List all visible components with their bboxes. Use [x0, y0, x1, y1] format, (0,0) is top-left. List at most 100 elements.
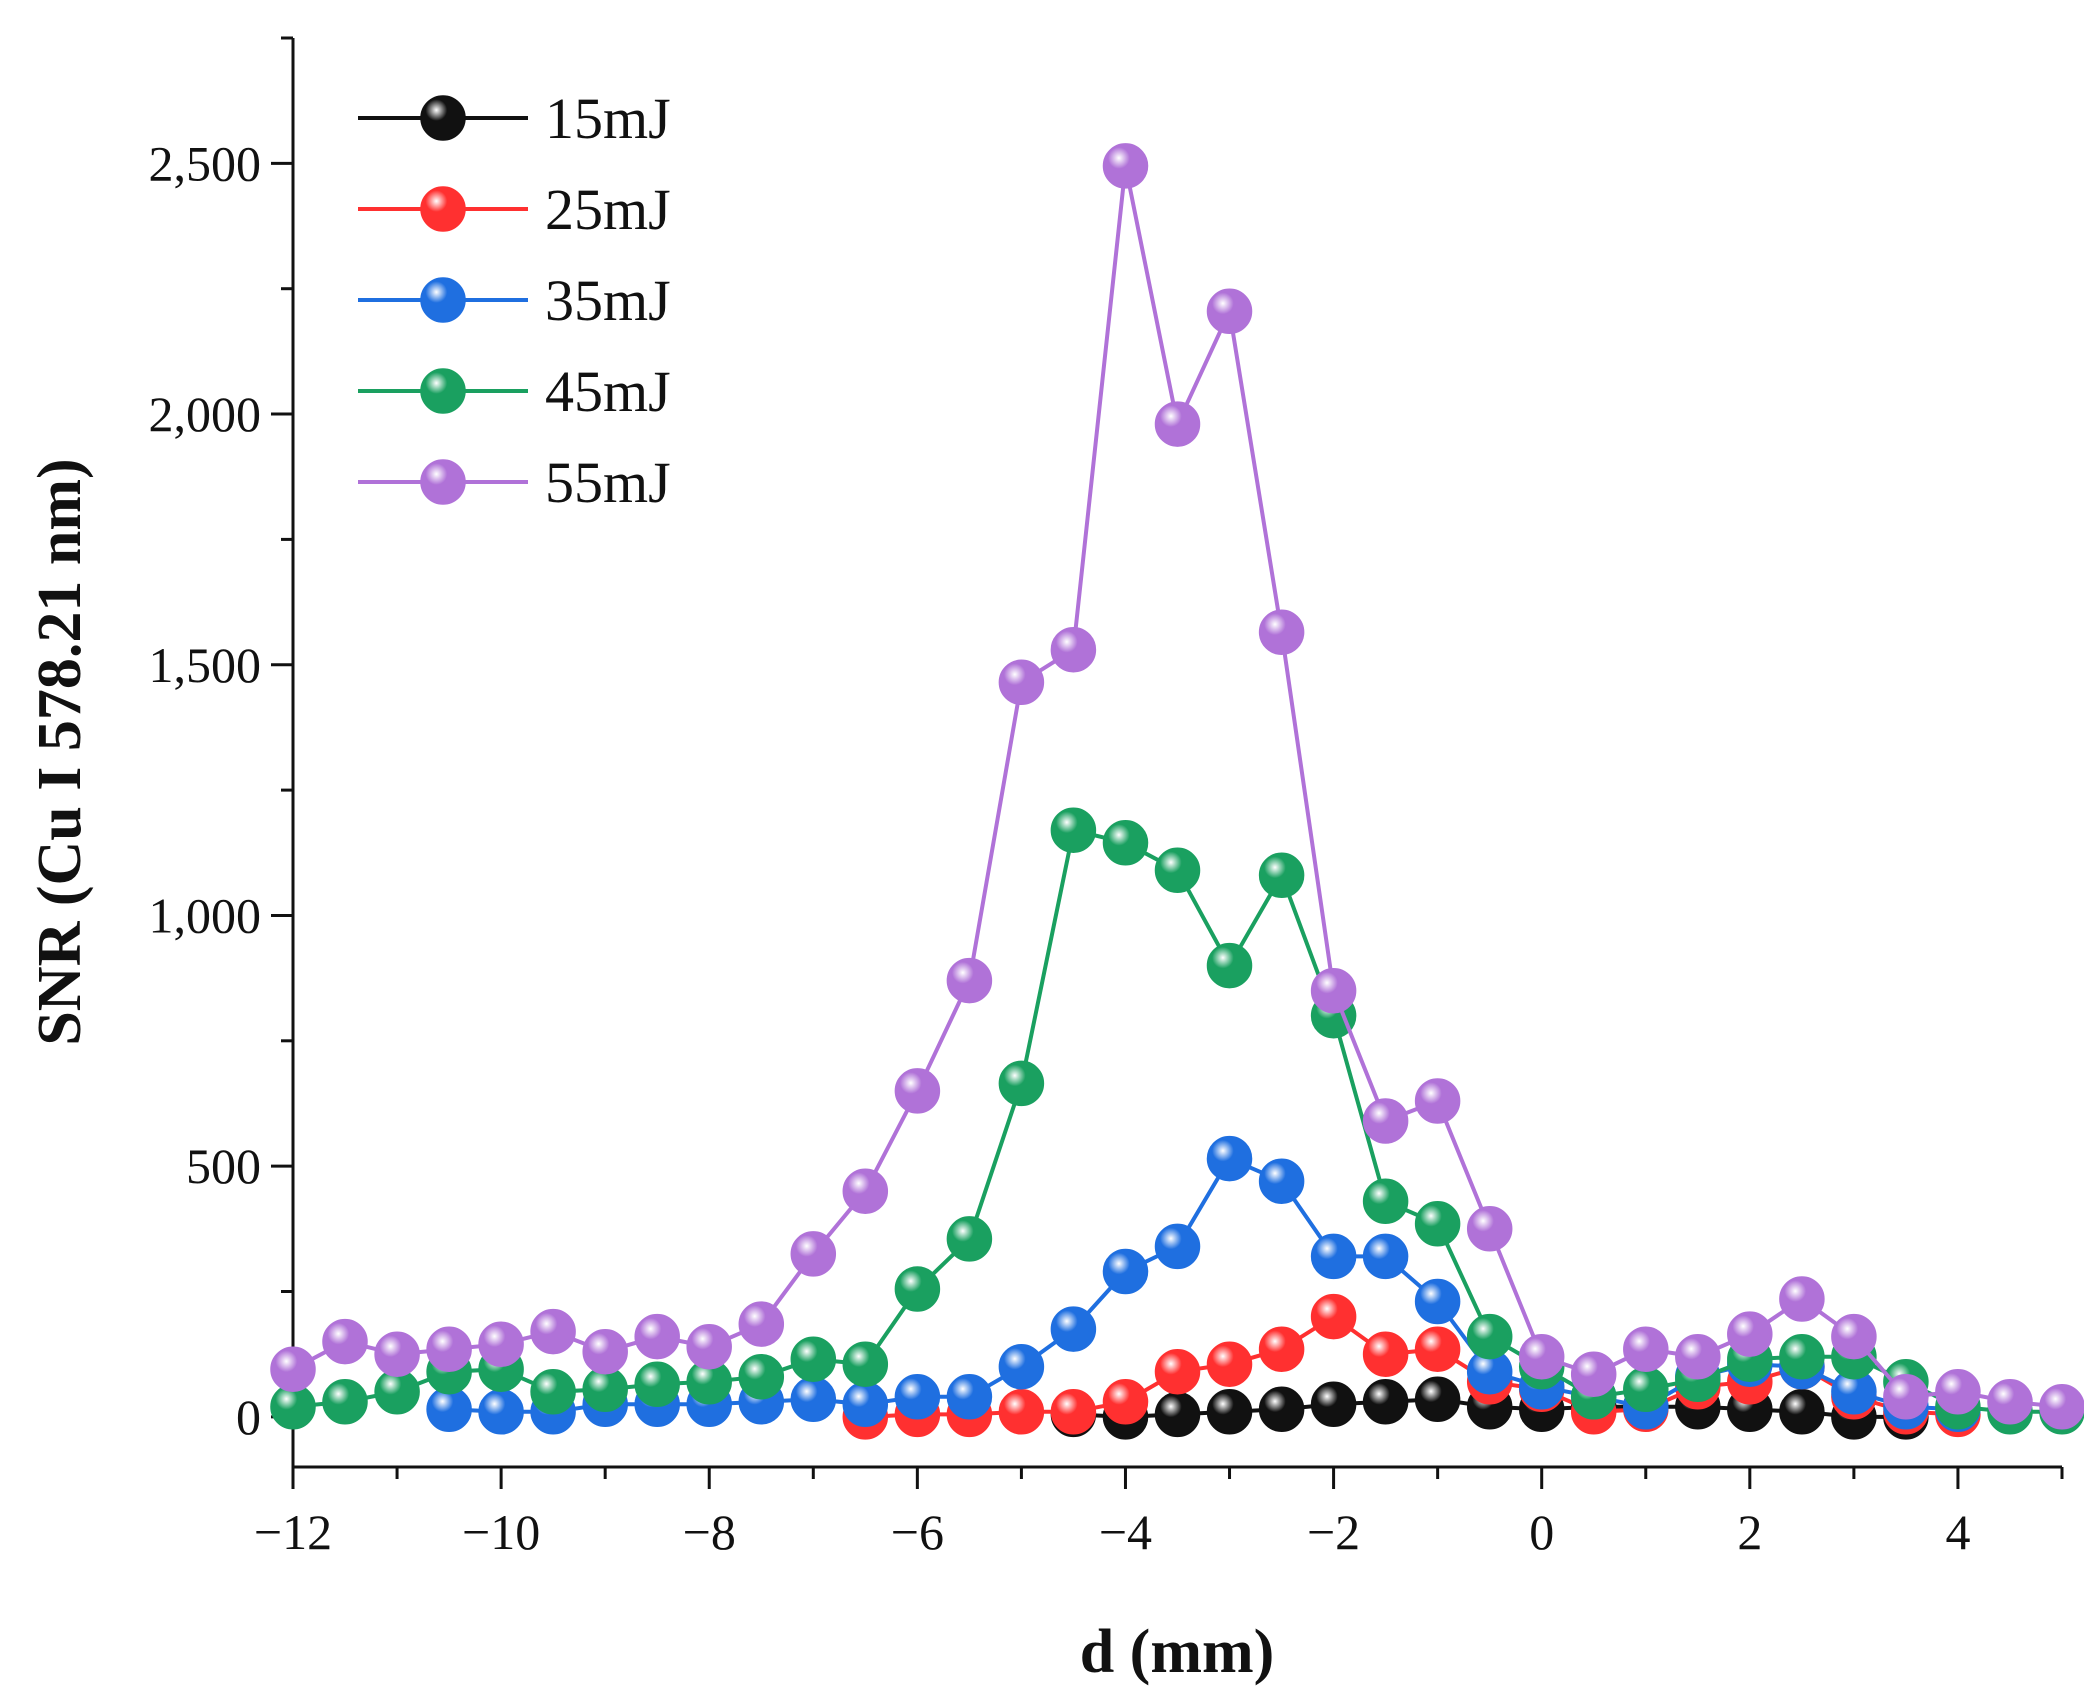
data-point [1050, 1389, 1097, 1435]
data-point [1310, 1233, 1357, 1280]
data-point [270, 1346, 316, 1392]
data-point [1154, 847, 1201, 894]
data-point [894, 1374, 941, 1420]
y-tick-label: 2,000 [149, 386, 262, 442]
x-axis-title: d (mm) [1080, 1618, 1275, 1686]
data-point [1206, 942, 1253, 989]
data-point [1206, 1389, 1253, 1435]
data-point [1050, 1306, 1097, 1352]
data-point [1206, 288, 1253, 335]
y-tick-label: 0 [236, 1389, 261, 1445]
x-tick-label: 0 [1529, 1504, 1554, 1560]
data-point [582, 1328, 628, 1375]
series-line-55mJ [292, 165, 2063, 1409]
data-point [1362, 1233, 1409, 1280]
legend-marker [420, 186, 466, 232]
data-point [1050, 626, 1097, 673]
data-point [426, 1326, 472, 1372]
legend-label: 35mJ [545, 268, 671, 333]
data-point [946, 957, 993, 1004]
x-tick-label: −6 [891, 1504, 944, 1560]
data-point [1727, 1311, 1773, 1357]
data-point [1310, 1381, 1357, 1428]
y-tick-label: 1,500 [149, 637, 262, 693]
legend-label: 25mJ [545, 177, 671, 242]
data-point [530, 1308, 576, 1355]
legend: 15mJ 25mJ 35mJ 45mJ 55mJ [358, 86, 671, 515]
data-point [1779, 1389, 1825, 1435]
data-point [842, 1341, 889, 1387]
data-point [1154, 1223, 1201, 1270]
series-55mJ [270, 143, 2084, 1430]
y-tick-label: 1,000 [149, 887, 262, 943]
legend-marker [420, 277, 466, 323]
x-tick-label: 4 [1945, 1504, 1970, 1560]
data-point [1102, 1379, 1149, 1425]
data-point [998, 659, 1045, 706]
data-point [894, 1068, 941, 1114]
data-point [1154, 1391, 1201, 1438]
data-point [1362, 1098, 1409, 1144]
data-point [1883, 1374, 1929, 1420]
data-point [1466, 1206, 1513, 1252]
data-point [1414, 1376, 1461, 1423]
x-tick-label: 2 [1737, 1504, 1762, 1560]
x-tick-label: −8 [683, 1504, 736, 1560]
data-point [1987, 1379, 2033, 1425]
data-point [634, 1313, 680, 1360]
data-point [1050, 807, 1097, 853]
data-point [322, 1379, 368, 1425]
legend-marker [420, 459, 466, 505]
data-point [1414, 1078, 1461, 1124]
data-point [842, 1381, 889, 1428]
data-point [1154, 401, 1201, 447]
data-point [790, 1376, 837, 1423]
data-point [790, 1231, 837, 1277]
data-point [1310, 967, 1357, 1014]
data-point [1779, 1276, 1825, 1322]
data-point [1310, 1293, 1357, 1340]
data-point [1623, 1366, 1669, 1413]
data-point [1258, 1326, 1305, 1372]
data-point [1414, 1278, 1461, 1325]
data-point [738, 1353, 785, 1400]
y-tick-label: 2,500 [149, 135, 262, 191]
data-point [946, 1216, 993, 1262]
data-point [1258, 609, 1305, 655]
data-point [738, 1301, 785, 1347]
y-ticks: 0 500 1,000 1,500 2,000 2,500 [149, 36, 293, 1445]
legend-marker [420, 368, 466, 414]
legend-label: 45mJ [545, 359, 671, 424]
legend-label: 15mJ [545, 86, 671, 151]
data-point [1258, 1158, 1305, 1204]
data-point [1623, 1326, 1669, 1372]
x-tick-label: −2 [1307, 1504, 1360, 1560]
legend-marker [420, 95, 466, 141]
data-point [686, 1323, 732, 1370]
data-point [478, 1389, 524, 1435]
data-point [1518, 1333, 1565, 1380]
legend-item-15mJ: 15mJ [358, 86, 671, 151]
data-point [374, 1331, 420, 1377]
y-axis-title: SNR (Cu I 578.21 nm) [26, 458, 94, 1045]
series-line-25mJ [865, 1314, 1958, 1419]
data-point [946, 1374, 993, 1420]
data-point [1831, 1313, 1877, 1360]
legend-item-45mJ: 45mJ [358, 359, 671, 424]
data-point [1362, 1178, 1409, 1225]
legend-label: 55mJ [545, 450, 671, 515]
data-point [842, 1168, 889, 1214]
data-point [998, 1343, 1045, 1390]
x-ticks: −12 −10 −8 −6 −4 −2 0 2 4 [254, 1467, 2064, 1560]
x-tick-label: −12 [254, 1504, 332, 1560]
legend-item-55mJ: 55mJ [358, 450, 671, 515]
data-point [2039, 1384, 2084, 1430]
data-point [1935, 1369, 1981, 1415]
data-point [998, 1389, 1045, 1435]
data-point [634, 1361, 680, 1408]
data-point [1414, 1326, 1461, 1372]
legend-item-25mJ: 25mJ [358, 177, 671, 242]
data-point [478, 1321, 524, 1367]
data-point [1362, 1379, 1409, 1425]
data-point [1102, 1248, 1149, 1295]
